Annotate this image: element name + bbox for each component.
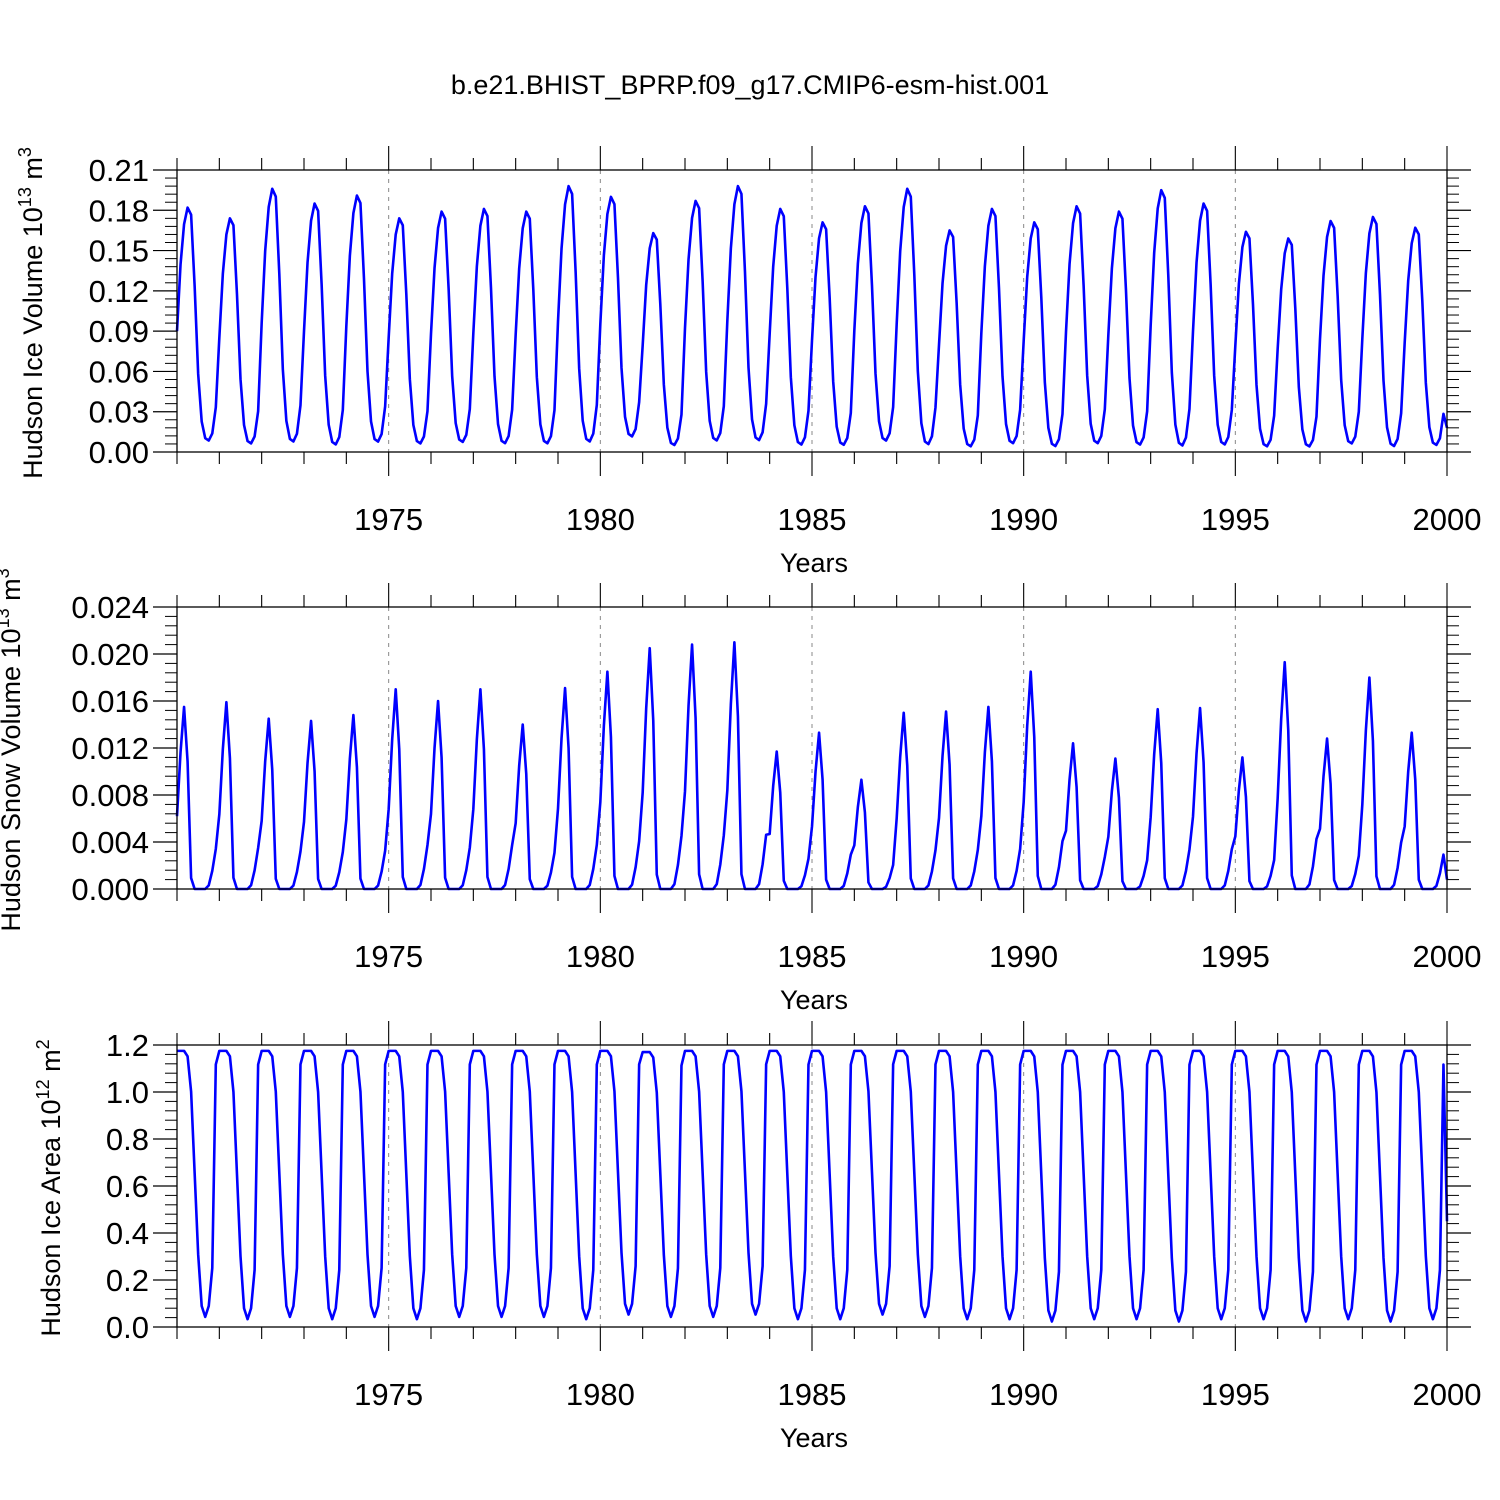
x-axis-label: Years <box>780 1423 848 1453</box>
y-tick-label: 0.03 <box>89 395 149 430</box>
x-tick-label: 1985 <box>778 1377 847 1412</box>
y-axis-label-unit: m <box>0 578 26 608</box>
x-tick-label: 2000 <box>1413 502 1482 537</box>
panel-snow-volume: 0.000 0.004 0.008 0.012 0.016 0.020 0.024 1975 1… <box>0 568 1481 1015</box>
y-axis-label: Hudson Ice Area 1012 m2 <box>33 1039 66 1336</box>
x-tick-label: 1980 <box>566 939 635 974</box>
y-axis-label-unit-exponent: 2 <box>33 1039 53 1049</box>
y-tick-label: 0.020 <box>71 637 149 672</box>
y-tick-label: 1.2 <box>106 1028 149 1063</box>
x-tick-label: 1990 <box>989 502 1058 537</box>
x-tick-label: 1980 <box>566 1377 635 1412</box>
x-tick-label: 1995 <box>1201 939 1270 974</box>
y-tick-label: 0.2 <box>106 1263 149 1298</box>
panel-ice-volume: 0.00 0.03 0.06 0.09 0.12 0.15 0.18 0.21 1975 1980… <box>15 146 1481 578</box>
x-tick-label: 1985 <box>778 939 847 974</box>
x-tick-label: 2000 <box>1413 1377 1482 1412</box>
y-axis-label: Hudson Snow Volume 1013 m3 <box>0 568 26 931</box>
y-axis-label-text: Hudson Ice Area 10 <box>36 1099 66 1336</box>
y-axis-label-exponent: 13 <box>15 187 35 207</box>
plot-frame <box>176 1044 1448 1328</box>
y-tick-label: 0.012 <box>71 731 149 766</box>
y-tick-label: 0.008 <box>71 778 149 813</box>
x-tick-label: 1980 <box>566 502 635 537</box>
y-tick-label: 0.21 <box>89 153 149 188</box>
x-tick-label: 2000 <box>1413 939 1482 974</box>
y-tick-label: 1.0 <box>106 1075 149 1110</box>
y-tick-label: 0.004 <box>71 825 149 860</box>
x-tick-label: 1975 <box>354 939 423 974</box>
y-tick-label: 0.00 <box>89 435 149 470</box>
y-axis-label-text: Hudson Snow Volume 10 <box>0 628 26 931</box>
y-tick-label: 0.18 <box>89 193 149 228</box>
x-tick-label: 1995 <box>1201 502 1270 537</box>
x-tick-label: 1975 <box>354 502 423 537</box>
y-axis-label-unit: m <box>36 1049 66 1079</box>
series-line <box>175 184 1449 448</box>
x-tick-label: 1975 <box>354 1377 423 1412</box>
x-tick-label: 1990 <box>989 1377 1058 1412</box>
y-tick-label: 0.016 <box>71 684 149 719</box>
x-tick-label: 1985 <box>778 502 847 537</box>
y-tick-label: 0.0 <box>106 1310 149 1345</box>
panel-ice-area: 0.0 0.2 0.4 0.6 0.8 1.0 1.2 1975 1980 1985 1990 199… <box>33 1021 1481 1453</box>
x-axis-label: Years <box>780 985 848 1015</box>
y-axis-label-unit-exponent: 3 <box>0 568 13 578</box>
series-line <box>175 640 1449 891</box>
y-axis-label: Hudson Ice Volume 1013 m3 <box>15 147 48 479</box>
y-tick-label: 0.8 <box>106 1122 149 1157</box>
series-line <box>177 1049 1449 1323</box>
x-axis-label: Years <box>780 548 848 578</box>
plot-frame <box>176 606 1448 890</box>
y-axis-label-exponent: 13 <box>0 608 13 628</box>
y-tick-label: 0.6 <box>106 1169 149 1204</box>
y-axis-label-exponent: 12 <box>33 1079 53 1099</box>
y-axis-label-text: Hudson Ice Volume 10 <box>18 207 48 479</box>
y-tick-label: 0.15 <box>89 234 149 269</box>
y-axis-label-unit-exponent: 3 <box>15 147 35 157</box>
y-tick-label: 0.024 <box>71 590 149 625</box>
y-axis-label-unit: m <box>18 157 48 187</box>
y-tick-label: 0.000 <box>71 872 149 907</box>
y-tick-label: 0.4 <box>106 1216 149 1251</box>
y-tick-label: 0.12 <box>89 274 149 309</box>
plot-frame <box>176 169 1448 453</box>
y-tick-label: 0.09 <box>89 314 149 349</box>
figure-title: b.e21.BHIST_BPRP.f09_g17.CMIP6-esm-hist.… <box>450 70 1050 100</box>
y-tick-label: 0.06 <box>89 354 149 389</box>
x-tick-label: 1995 <box>1201 1377 1270 1412</box>
x-tick-label: 1990 <box>989 939 1058 974</box>
